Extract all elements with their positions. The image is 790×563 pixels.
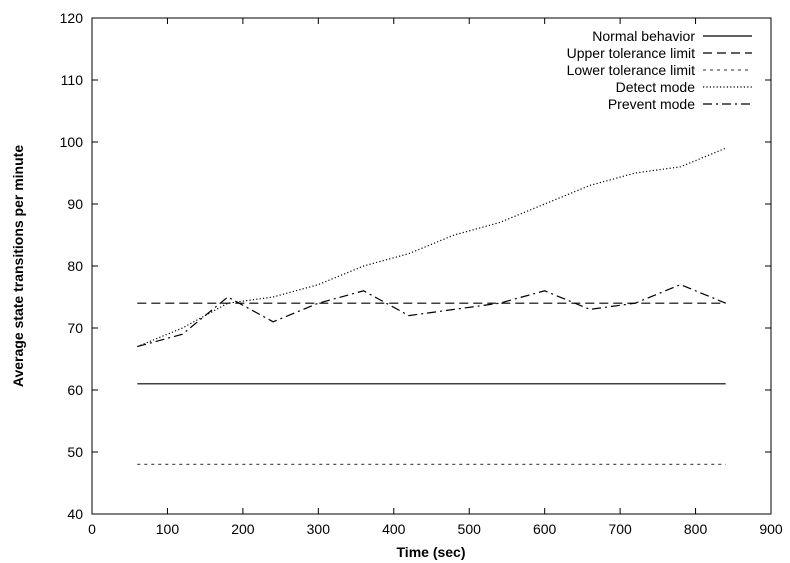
y-axis: 40 50 60 70 80 90 100 110 120: [60, 10, 771, 522]
legend-label: Detect mode: [616, 79, 696, 95]
y-tick-label: 40: [67, 506, 83, 522]
y-tick-label: 110: [61, 72, 84, 88]
x-tick-label: 300: [307, 521, 331, 537]
y-tick-label: 80: [67, 258, 83, 274]
y-tick-label: 120: [60, 10, 84, 26]
x-tick-label: 0: [88, 521, 96, 537]
x-tick-label: 900: [759, 521, 783, 537]
x-axis: 0 100 200 300 400 500 600 700 800 900: [88, 18, 783, 537]
y-axis-title: Average state transitions per minute: [10, 145, 26, 387]
legend-label: Lower tolerance limit: [567, 62, 695, 78]
x-tick-label: 200: [231, 521, 255, 537]
y-tick-label: 50: [67, 444, 83, 460]
y-tick-label: 60: [67, 382, 83, 398]
x-tick-label: 600: [533, 521, 557, 537]
x-tick-label: 100: [156, 521, 180, 537]
legend-label: Prevent mode: [608, 96, 695, 112]
x-tick-label: 800: [684, 521, 708, 537]
x-axis-title: Time (sec): [397, 544, 466, 560]
x-tick-label: 500: [458, 521, 482, 537]
legend-label: Upper tolerance limit: [567, 45, 695, 61]
y-tick-label: 90: [67, 196, 83, 212]
x-tick-label: 400: [382, 521, 406, 537]
x-tick-label: 700: [608, 521, 632, 537]
series-layer: [137, 147, 726, 465]
y-tick-label: 70: [67, 320, 83, 336]
series-line-5: [137, 283, 726, 348]
series-line-4: [137, 147, 726, 348]
y-tick-label: 100: [60, 134, 84, 150]
legend-label: Normal behavior: [592, 28, 695, 44]
